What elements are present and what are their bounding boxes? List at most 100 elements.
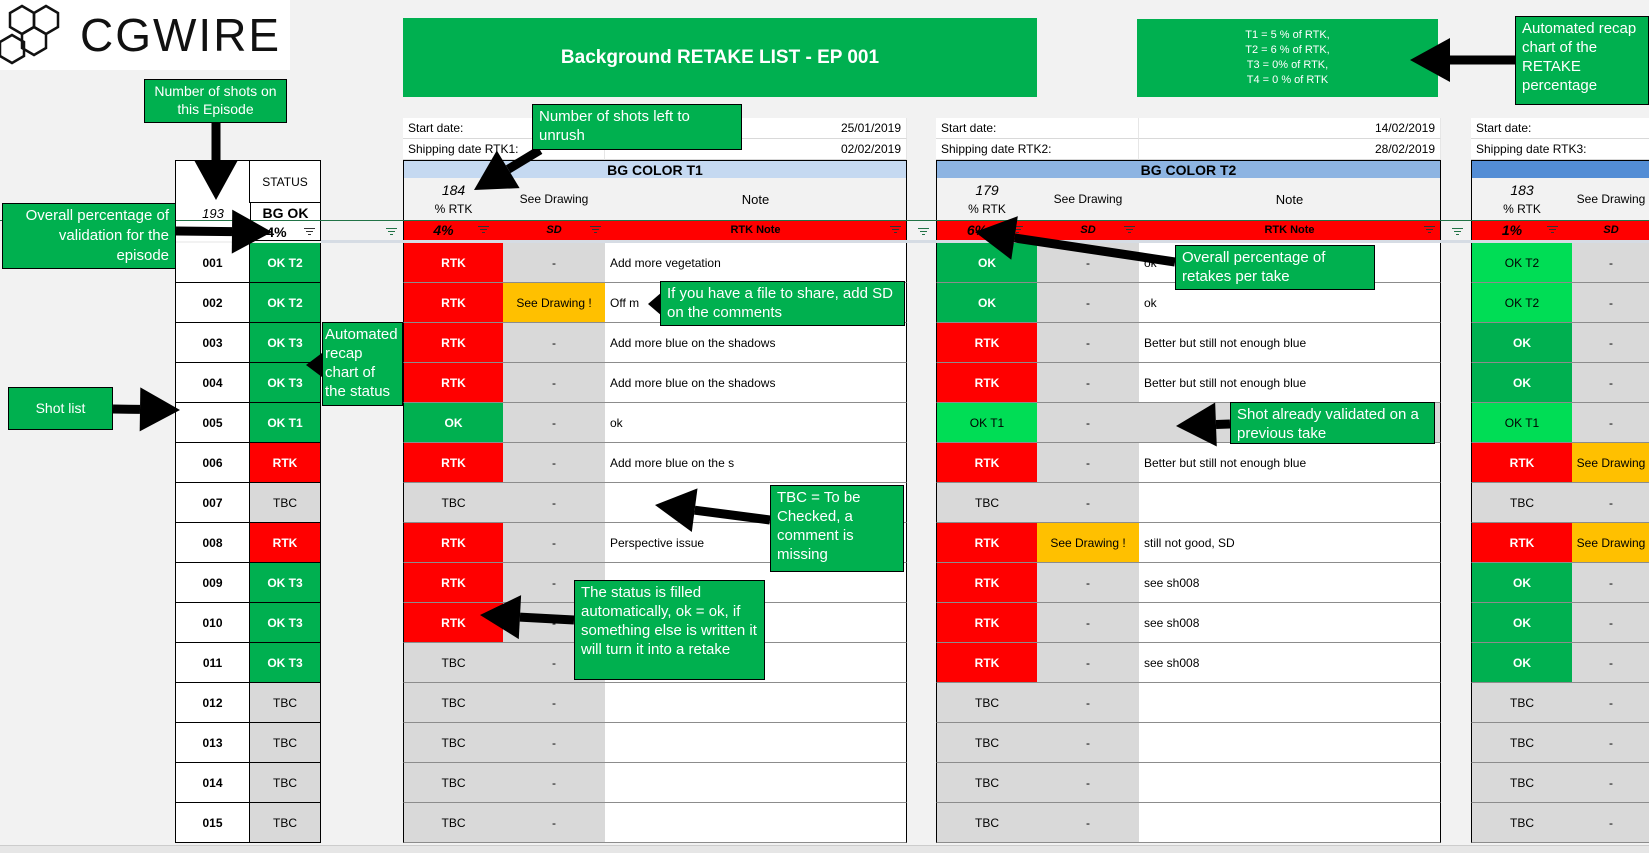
- see-drawing-cell[interactable]: -: [1572, 803, 1649, 843]
- shot-number[interactable]: 008: [175, 523, 250, 563]
- filter-icon[interactable]: [590, 226, 601, 234]
- sd-filter-header[interactable]: SD: [1572, 220, 1649, 240]
- see-drawing-cell[interactable]: -: [1572, 763, 1649, 803]
- take-status-cell[interactable]: TBC: [403, 483, 503, 523]
- take-status-cell[interactable]: RTK: [403, 243, 503, 283]
- filter-icon[interactable]: [1547, 226, 1558, 234]
- take-status-cell[interactable]: TBC: [1471, 763, 1572, 803]
- take-status-cell[interactable]: RTK: [936, 603, 1037, 643]
- note-cell[interactable]: [605, 683, 907, 723]
- shot-status[interactable]: OK T1: [250, 403, 321, 443]
- take-status-cell[interactable]: OK: [1471, 323, 1572, 363]
- shot-status[interactable]: OK T3: [250, 643, 321, 683]
- take-status-cell[interactable]: OK: [1471, 643, 1572, 683]
- note-cell[interactable]: Add more blue on the s: [605, 443, 907, 483]
- see-drawing-cell[interactable]: -: [1572, 603, 1649, 643]
- shot-status[interactable]: TBC: [250, 683, 321, 723]
- take-status-cell[interactable]: TBC: [1471, 723, 1572, 763]
- note-cell[interactable]: still not good, SD: [1139, 523, 1441, 563]
- shot-number[interactable]: 014: [175, 763, 250, 803]
- see-drawing-cell[interactable]: -: [1037, 603, 1139, 643]
- shot-number[interactable]: 015: [175, 803, 250, 843]
- shot-number[interactable]: 005: [175, 403, 250, 443]
- filter-icon[interactable]: [1124, 226, 1135, 234]
- filter-icon[interactable]: [478, 226, 489, 234]
- see-drawing-cell[interactable]: See Drawing: [1572, 443, 1649, 483]
- see-drawing-cell[interactable]: -: [1572, 683, 1649, 723]
- take-status-cell[interactable]: OK T2: [1471, 283, 1572, 323]
- take-status-cell[interactable]: RTK: [403, 443, 503, 483]
- filter-icon[interactable]: [890, 226, 901, 234]
- shot-status[interactable]: TBC: [250, 723, 321, 763]
- note-filter-header[interactable]: RTK Note: [605, 220, 907, 240]
- note-cell[interactable]: [1139, 763, 1441, 803]
- filter-icon[interactable]: [918, 228, 929, 236]
- take-status-cell[interactable]: TBC: [403, 763, 503, 803]
- note-cell[interactable]: ok: [605, 403, 907, 443]
- shot-status[interactable]: OK T3: [250, 563, 321, 603]
- shot-status[interactable]: RTK: [250, 443, 321, 483]
- take-status-cell[interactable]: OK: [936, 283, 1037, 323]
- note-cell[interactable]: Add more blue on the shadows: [605, 363, 907, 403]
- see-drawing-cell[interactable]: -: [503, 323, 605, 363]
- shot-number[interactable]: 010: [175, 603, 250, 643]
- see-drawing-cell[interactable]: -: [1037, 563, 1139, 603]
- shot-number[interactable]: 013: [175, 723, 250, 763]
- shot-status[interactable]: TBC: [250, 803, 321, 843]
- see-drawing-cell[interactable]: -: [503, 443, 605, 483]
- take-status-cell[interactable]: RTK: [403, 603, 503, 643]
- see-drawing-cell[interactable]: -: [503, 763, 605, 803]
- take-status-cell[interactable]: OK: [403, 403, 503, 443]
- see-drawing-cell[interactable]: -: [1572, 483, 1649, 523]
- take-status-cell[interactable]: TBC: [936, 763, 1037, 803]
- take-status-cell[interactable]: RTK: [936, 323, 1037, 363]
- see-drawing-cell[interactable]: See Drawing !: [1037, 523, 1139, 563]
- note-cell[interactable]: Add more blue on the shadows: [605, 323, 907, 363]
- see-drawing-cell[interactable]: -: [1572, 643, 1649, 683]
- shot-status[interactable]: TBC: [250, 483, 321, 523]
- filter-icon[interactable]: [1452, 228, 1463, 236]
- see-drawing-cell[interactable]: -: [1572, 363, 1649, 403]
- note-cell[interactable]: [1139, 723, 1441, 763]
- shot-status[interactable]: OK T2: [250, 243, 321, 283]
- shot-status[interactable]: OK T3: [250, 363, 321, 403]
- shot-number[interactable]: 012: [175, 683, 250, 723]
- note-cell[interactable]: see sh008: [1139, 643, 1441, 683]
- take-status-cell[interactable]: OK: [1471, 563, 1572, 603]
- see-drawing-cell[interactable]: -: [1037, 803, 1139, 843]
- shot-status[interactable]: OK T3: [250, 603, 321, 643]
- take-status-cell[interactable]: RTK: [403, 523, 503, 563]
- take-status-cell[interactable]: RTK: [1471, 443, 1572, 483]
- note-cell[interactable]: Better but still not enough blue: [1139, 443, 1441, 483]
- take-status-cell[interactable]: RTK: [936, 523, 1037, 563]
- filter-icon[interactable]: [386, 228, 397, 236]
- take-status-cell[interactable]: RTK: [936, 563, 1037, 603]
- see-drawing-cell[interactable]: -: [503, 523, 605, 563]
- shot-number[interactable]: 011: [175, 643, 250, 683]
- take-status-cell[interactable]: RTK: [403, 563, 503, 603]
- note-cell[interactable]: Better but still not enough blue: [1139, 323, 1441, 363]
- see-drawing-cell[interactable]: -: [1037, 763, 1139, 803]
- see-drawing-cell[interactable]: -: [503, 403, 605, 443]
- note-cell[interactable]: [1139, 683, 1441, 723]
- see-drawing-cell[interactable]: -: [1572, 243, 1649, 283]
- see-drawing-cell[interactable]: -: [1572, 403, 1649, 443]
- horizontal-scrollbar[interactable]: [0, 845, 1649, 853]
- take-status-cell[interactable]: TBC: [403, 723, 503, 763]
- note-cell[interactable]: see sh008: [1139, 603, 1441, 643]
- take-status-cell[interactable]: TBC: [936, 803, 1037, 843]
- shot-status[interactable]: OK T3: [250, 323, 321, 363]
- shot-number[interactable]: 002: [175, 283, 250, 323]
- see-drawing-cell[interactable]: -: [1037, 483, 1139, 523]
- take-status-cell[interactable]: TBC: [1471, 683, 1572, 723]
- take-status-cell[interactable]: RTK: [403, 363, 503, 403]
- filter-icon[interactable]: [1012, 226, 1023, 234]
- see-drawing-cell[interactable]: -: [1037, 323, 1139, 363]
- take-status-cell[interactable]: TBC: [403, 643, 503, 683]
- see-drawing-cell[interactable]: See Drawing: [1572, 523, 1649, 563]
- see-drawing-cell[interactable]: -: [1037, 643, 1139, 683]
- shot-status[interactable]: RTK: [250, 523, 321, 563]
- see-drawing-cell[interactable]: -: [1037, 363, 1139, 403]
- see-drawing-cell[interactable]: -: [1572, 723, 1649, 763]
- see-drawing-cell[interactable]: See Drawing !: [503, 283, 605, 323]
